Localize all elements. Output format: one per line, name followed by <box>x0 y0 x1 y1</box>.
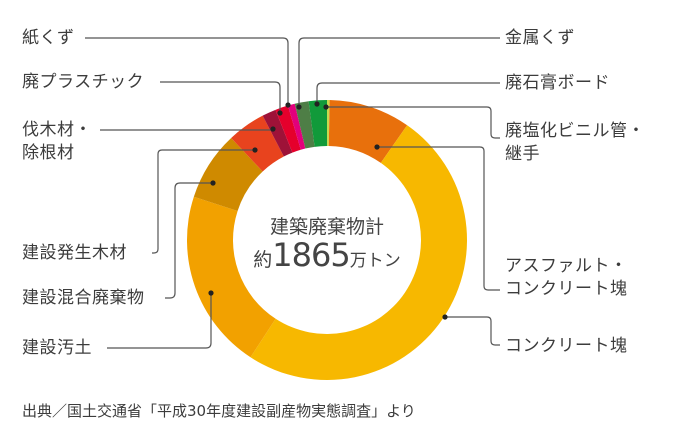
slice-label-1: アスファルト・ コンクリート塊 <box>505 255 628 301</box>
slice-label-6: 伐木材・ 除根材 <box>22 119 92 165</box>
slice-label-line: 金属くず <box>505 28 575 48</box>
leader-dot-10 <box>314 101 320 107</box>
slice-label-line: 建設混合廃棄物 <box>22 288 145 308</box>
slice-label-2: コンクリート塊 <box>505 335 628 358</box>
slice-label-9: 金属くず <box>505 27 575 50</box>
leader-dot-4 <box>210 180 216 186</box>
slice-label-8: 紙くず <box>22 27 75 50</box>
leader-dot-0 <box>323 104 329 110</box>
slice-label-line: 廃石膏ボード <box>505 73 610 93</box>
slice-label-line: 除根材 <box>22 143 75 163</box>
leader-line-4 <box>165 182 213 299</box>
slice-label-line: 伐木材・ <box>22 120 92 140</box>
slice-label-line: 紙くず <box>22 28 75 48</box>
leader-line-7 <box>160 81 281 113</box>
leader-line-10 <box>316 82 500 104</box>
leader-dot-3 <box>208 290 214 296</box>
slice-label-line: 建設汚土 <box>22 338 92 358</box>
leader-line-1 <box>377 146 500 291</box>
leader-line-2 <box>445 316 500 346</box>
slice-8 <box>287 103 306 150</box>
slice-label-0: 廃塩化ビニル管・ 継手 <box>505 120 645 166</box>
center-unit: 万トン <box>349 251 401 271</box>
center-prefix: 約 <box>253 249 273 271</box>
slice-label-10: 廃石膏ボード <box>505 72 610 95</box>
slice-9 <box>294 101 315 149</box>
slice-7 <box>275 105 301 153</box>
leader-dot-2 <box>442 314 448 320</box>
slice-6 <box>262 109 293 157</box>
slice-label-line: 建設発生木材 <box>22 243 127 263</box>
slice-label-3: 建設汚土 <box>22 337 92 360</box>
leader-line-0 <box>326 106 500 139</box>
leader-dot-7 <box>277 110 283 116</box>
slice-label-5: 建設発生木材 <box>22 242 127 265</box>
leader-dot-5 <box>252 147 258 153</box>
slice-10 <box>308 100 327 147</box>
leader-dot-1 <box>374 144 380 150</box>
slice-label-line: 廃塩化ビニル管・ <box>505 121 645 141</box>
leader-dot-9 <box>296 104 302 110</box>
slice-label-line: コンクリート塊 <box>505 279 628 299</box>
source-note: 出典／国土交通省「平成30年度建設副産物実態調査」より <box>22 402 416 420</box>
center-title: 建築廃棄物計 <box>269 216 384 238</box>
leader-line-8 <box>85 37 289 105</box>
slice-label-4: 建設混合廃棄物 <box>22 287 145 310</box>
slice-label-line: アスファルト・ <box>505 256 628 276</box>
leader-dot-6 <box>270 126 276 132</box>
leader-line-5 <box>152 149 255 254</box>
slice-label-line: コンクリート塊 <box>505 336 628 356</box>
slice-3 <box>187 196 276 358</box>
slice-4 <box>193 137 263 211</box>
slice-label-line: 継手 <box>505 144 540 164</box>
leader-dot-8 <box>285 102 291 108</box>
leader-line-9 <box>298 37 500 107</box>
leader-line-3 <box>107 293 212 349</box>
slice-2 <box>250 125 468 381</box>
slice-0 <box>327 100 330 147</box>
center-value: 1865 <box>272 236 350 274</box>
center-total: 約1865万トン <box>227 236 427 274</box>
slice-label-line: 廃プラスチック <box>22 72 145 92</box>
slice-label-7: 廃プラスチック <box>22 71 144 94</box>
